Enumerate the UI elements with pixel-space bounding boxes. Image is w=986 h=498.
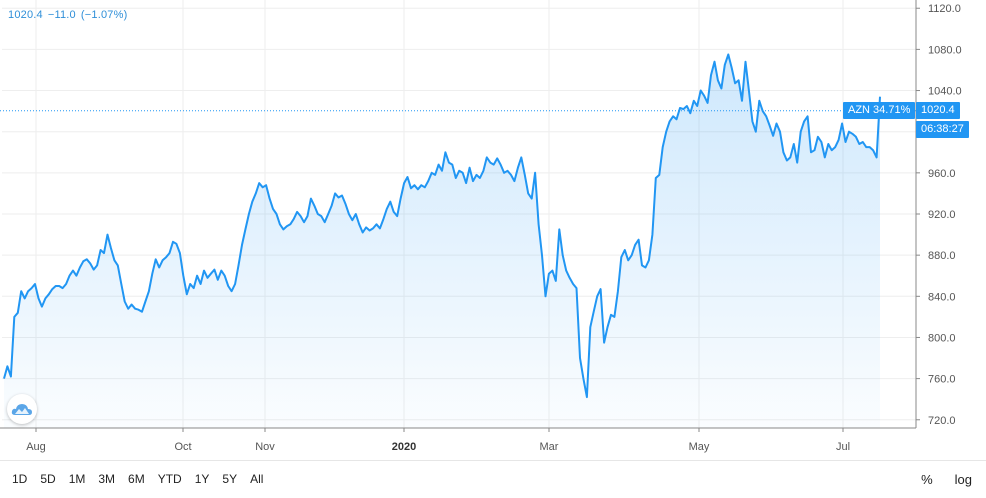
x-tick-label: May	[689, 441, 710, 453]
price-area	[4, 54, 880, 428]
countdown-tag: 06:38:27	[916, 120, 969, 138]
range-6m-button[interactable]: 6M	[128, 472, 145, 486]
y-tick-label: 840.0	[928, 291, 956, 303]
price-series-line	[3, 53, 881, 399]
header-price: 1020.4	[8, 9, 43, 21]
y-axis-ticks: 720.0760.0800.0840.0880.0920.0960.01000.…	[916, 3, 962, 427]
header-change-pct: (−1.07%)	[80, 9, 128, 21]
scale-buttons: % log	[899, 472, 972, 487]
y-tick-label: 960.0	[928, 168, 956, 180]
log-scale-button[interactable]: log	[954, 472, 972, 487]
y-tick-label: 1040.0	[928, 86, 962, 98]
x-tick-label: Mar	[540, 441, 559, 453]
area-fill	[4, 54, 880, 428]
chart-area[interactable]: 720.0760.0800.0840.0880.0920.0960.01000.…	[0, 0, 986, 460]
y-tick-label: 800.0	[928, 332, 956, 344]
x-tick-label: Oct	[174, 441, 191, 453]
range-1m-button[interactable]: 1M	[68, 472, 86, 486]
percent-scale-button[interactable]: %	[921, 472, 933, 487]
x-tick-label: Aug	[26, 441, 46, 453]
symbol-change-tag: AZN 34.71%	[843, 101, 916, 119]
range-ytd-button[interactable]: YTD	[157, 472, 182, 486]
series-line	[0, 53, 916, 399]
range-5d-button[interactable]: 5D	[40, 472, 56, 486]
y-tick-label: 920.0	[928, 209, 956, 221]
bottom-toolbar: 1D 5D 1M 3M 6M YTD 1Y 5Y All % log	[0, 460, 986, 498]
y-tick-label: 1080.0	[928, 44, 962, 56]
last-price-tag: 1020.4	[916, 101, 960, 119]
x-axis-ticks: Aug Oct Nov 2020 Mar May Jul	[26, 428, 850, 453]
range-3m-button[interactable]: 3M	[98, 472, 116, 486]
range-1d-button[interactable]: 1D	[12, 472, 28, 486]
y-tick-label: 1120.0	[928, 3, 961, 15]
x-tick-label: Nov	[255, 441, 275, 453]
header-quote: 1020.4 −11.0 (−1.07%)	[8, 9, 132, 21]
header-change: −11.0	[47, 9, 76, 21]
cloud-logo-icon[interactable]	[7, 394, 37, 424]
x-tick-label: 2020	[392, 441, 416, 453]
range-1y-button[interactable]: 1Y	[194, 472, 210, 486]
range-all-button[interactable]: All	[250, 472, 264, 486]
y-tick-label: 760.0	[928, 374, 956, 386]
x-tick-label: Jul	[836, 441, 850, 453]
y-tick-label: 720.0	[928, 415, 956, 427]
range-buttons: 1D 5D 1M 3M 6M YTD 1Y 5Y All	[12, 472, 276, 486]
price-chart[interactable]: 720.0760.0800.0840.0880.0920.0960.01000.…	[0, 0, 986, 460]
range-5y-button[interactable]: 5Y	[222, 472, 238, 486]
y-tick-label: 880.0	[928, 250, 956, 262]
